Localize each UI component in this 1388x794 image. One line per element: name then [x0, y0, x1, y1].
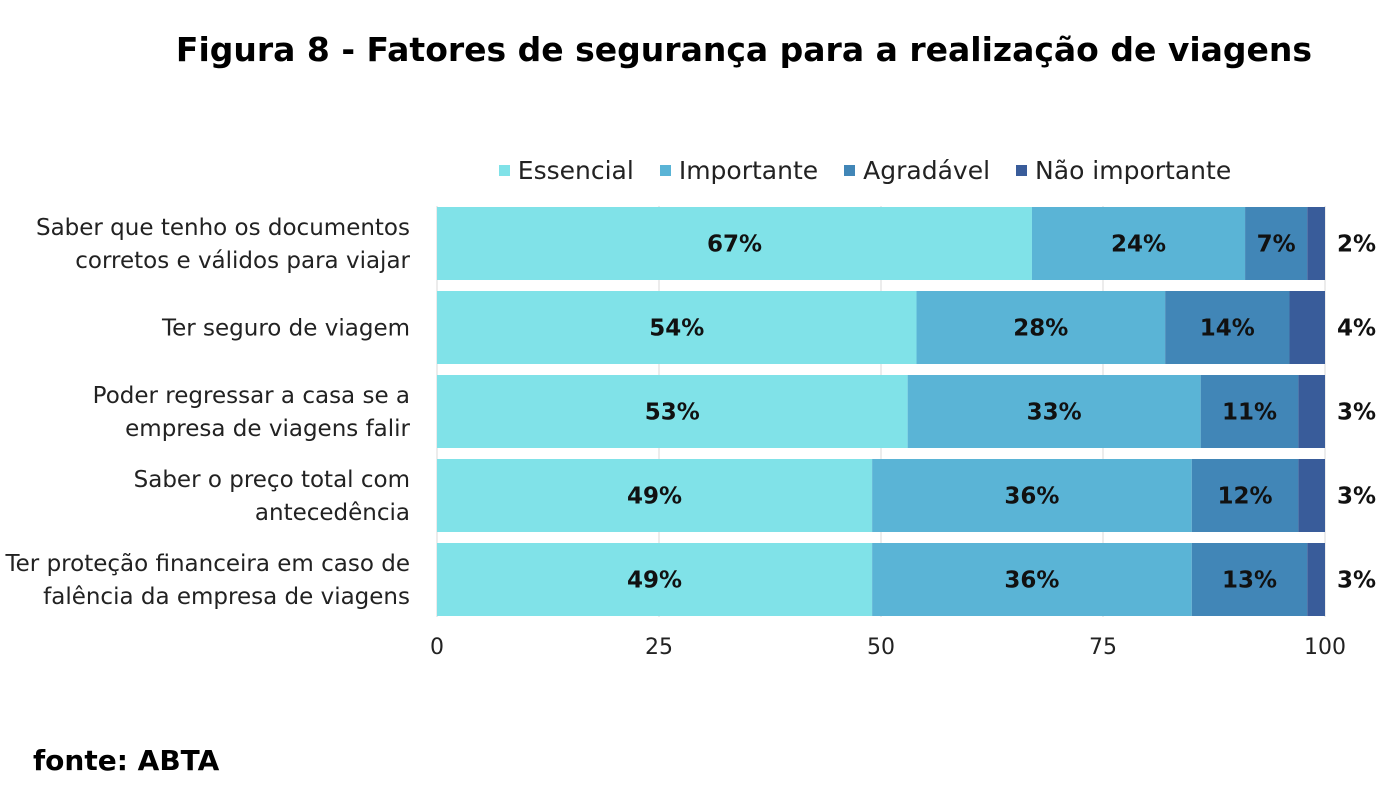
bar-agradavel-3 [1200, 375, 1299, 448]
bar-importante-4 [872, 459, 1192, 532]
bar-importante-5 [872, 543, 1192, 616]
category-label-3: Poder regressar a casa se a empresa de vi… [93, 383, 411, 442]
data-label-importante-2: 28% [1013, 316, 1068, 342]
bars [437, 207, 1325, 616]
bar-importante-1 [1031, 207, 1246, 280]
bar-essencial-1 [437, 207, 1032, 280]
x-tick-label-50: 50 [867, 635, 895, 660]
data-label-agradavel-4: 12% [1218, 484, 1273, 510]
bar-nao-importante-1 [1307, 207, 1325, 280]
chart-legend: Essencial Importante Agradável Não impor… [440, 156, 1290, 185]
legend-swatch-nao-importante [1016, 165, 1028, 176]
data-label-nao-importante-3: 3% [1337, 400, 1376, 426]
x-tick-label-0: 0 [430, 635, 444, 660]
bar-essencial-4 [437, 459, 873, 532]
legend-swatch-importante [659, 165, 671, 176]
legend-item-importante: Importante [659, 156, 819, 185]
chart-title: Figura 8 - Fatores de segurança para a r… [175, 30, 1313, 69]
data-label-agradavel-2: 14% [1200, 316, 1255, 342]
data-label-agradavel-5: 13% [1222, 568, 1277, 594]
legend-label-nao-importante: Não importante [1035, 156, 1232, 185]
legend-item-nao-importante: Não importante [1016, 156, 1231, 185]
data-label-importante-3: 33% [1027, 400, 1082, 426]
legend-item-essencial: Essencial [498, 156, 634, 185]
legend-label-importante: Importante [678, 156, 819, 185]
bar-agradavel-5 [1191, 543, 1308, 616]
bar-nao-importante-4 [1298, 459, 1325, 532]
legend-swatch-essencial [498, 165, 510, 176]
data-label-nao-importante-4: 3% [1337, 484, 1376, 510]
x-tick-label-25: 25 [645, 635, 673, 660]
data-label-essencial-4: 49% [627, 484, 682, 510]
x-tick-label-75: 75 [1089, 635, 1117, 660]
bar-essencial-5 [437, 543, 873, 616]
bar-agradavel-2 [1165, 291, 1290, 364]
data-label-importante-5: 36% [1004, 568, 1059, 594]
legend-swatch-agradavel [844, 165, 856, 176]
bar-nao-importante-2 [1289, 291, 1325, 364]
category-labels: Saber que tenho os documentos corretos e … [5, 215, 411, 610]
bar-nao-importante-3 [1298, 375, 1325, 448]
category-label-2: Ter seguro de viagem [161, 316, 410, 342]
data-label-agradavel-1: 7% [1257, 232, 1296, 258]
data-labels: 67% 24% 7% 2% 54% 28% 14% 4% 53% 33% 11% 3% 49% 36% 12… [627, 232, 1376, 594]
legend-label-essencial: Essencial [517, 156, 634, 185]
data-label-importante-4: 36% [1004, 484, 1059, 510]
bar-importante-3 [907, 375, 1201, 448]
legend-label-agradavel: Agradável [863, 156, 991, 185]
bar-agradavel-1 [1245, 207, 1308, 280]
data-label-agradavel-3: 11% [1222, 400, 1277, 426]
category-label-4: Saber o preço total com antecedência [134, 467, 410, 526]
data-label-importante-1: 24% [1111, 232, 1166, 258]
data-label-essencial-3: 53% [645, 400, 700, 426]
source-note: fonte: ABTA [33, 744, 220, 777]
x-tick-label-100: 100 [1304, 635, 1346, 660]
x-axis-ticks: 0 25 50 75 100 [430, 635, 1346, 660]
data-label-nao-importante-5: 3% [1337, 568, 1376, 594]
legend-item-agradavel: Agradável [844, 156, 990, 185]
data-label-essencial-5: 49% [627, 568, 682, 594]
category-label-5: Ter proteção financeira em caso de falênc… [5, 551, 410, 610]
data-label-nao-importante-2: 4% [1337, 316, 1376, 342]
category-label-1: Saber que tenho os documentos corretos e … [36, 215, 411, 274]
bar-importante-2 [916, 291, 1166, 364]
bar-agradavel-4 [1191, 459, 1299, 532]
bar-essencial-2 [437, 291, 917, 364]
bar-nao-importante-5 [1307, 543, 1325, 616]
data-label-nao-importante-1: 2% [1337, 232, 1376, 258]
data-label-essencial-1: 67% [707, 232, 762, 258]
data-label-essencial-2: 54% [649, 316, 704, 342]
bar-essencial-3 [437, 375, 908, 448]
